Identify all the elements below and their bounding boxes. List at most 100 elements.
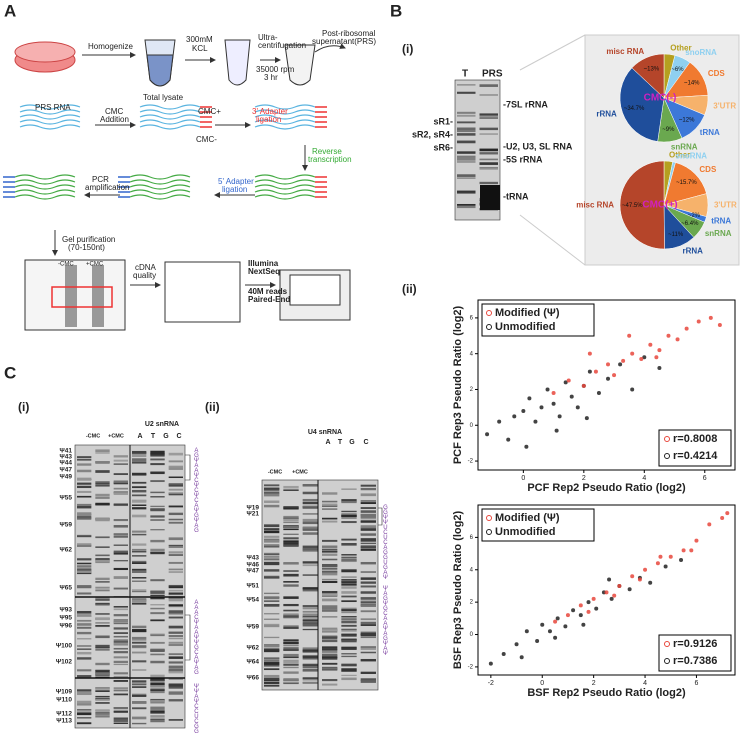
gel-band (264, 604, 280, 607)
gel-band (479, 133, 498, 135)
gel-band (302, 518, 318, 522)
gel-band (77, 638, 92, 640)
gel-band (168, 584, 183, 587)
gel-band (360, 601, 376, 603)
gel-band (95, 672, 110, 675)
value-label: ~15.7% (676, 180, 697, 186)
lane-label: C (176, 433, 181, 440)
value-label: ~6% (671, 67, 684, 73)
y-tick-label: 4 (470, 351, 474, 357)
gel-band (77, 619, 92, 622)
value-label: ~34.7% (624, 106, 645, 112)
gel-band (150, 472, 165, 475)
label: NextSeq (248, 267, 280, 276)
gel-band (302, 502, 318, 505)
gel-band (150, 454, 165, 457)
gel-band (302, 616, 318, 619)
gel-band (132, 514, 147, 518)
gel-band (341, 620, 357, 624)
label: Paired-End (248, 295, 290, 304)
gel-band (360, 600, 376, 603)
bracket (185, 614, 191, 661)
sequence: AAACΨAAΨΨGCAΨAG (193, 600, 199, 675)
gel-background (261, 479, 379, 691)
gel-band (150, 699, 165, 703)
gel-band (457, 129, 476, 133)
lane-label: -CMC (86, 433, 100, 439)
value-label: ~47.5% (622, 203, 643, 209)
gel-band (302, 521, 318, 525)
gel-band (283, 525, 299, 529)
gel-band (113, 587, 128, 590)
gel-band (95, 688, 110, 690)
gel-band (132, 625, 147, 629)
category-label: snRNA (671, 143, 698, 152)
gel-band (283, 521, 299, 524)
point (566, 378, 571, 383)
gel-band (264, 659, 280, 661)
point (527, 396, 532, 401)
gel-band (132, 481, 147, 484)
psi-site: Ψ41 (60, 448, 73, 455)
x-tick-label: -2 (488, 680, 494, 687)
point (658, 554, 663, 559)
legend-marker (486, 529, 492, 535)
gel-band (95, 481, 110, 483)
gel-band (457, 111, 476, 114)
gel-band (302, 623, 318, 627)
gel-band (168, 598, 183, 602)
gel-band (479, 117, 498, 119)
gel-band (150, 691, 165, 694)
point (679, 558, 684, 563)
gel-band (113, 614, 128, 617)
gel-band (302, 550, 318, 552)
rna-strand (139, 104, 201, 110)
gel-band (150, 491, 165, 494)
gel-band (283, 545, 299, 547)
point (571, 608, 576, 613)
gel-band (264, 555, 280, 558)
rna-strand (14, 174, 76, 180)
gel-band (150, 653, 165, 656)
gel-band (360, 647, 376, 650)
gel-band (322, 571, 338, 574)
gel-band (341, 668, 357, 672)
psi-site: Ψ59 (60, 522, 73, 529)
gel-band (113, 567, 128, 571)
gel-band (113, 608, 128, 611)
gel-band (113, 680, 128, 682)
gel-band (360, 631, 376, 633)
point (521, 408, 526, 413)
gel-band (168, 571, 183, 574)
value-label: ~14% (684, 80, 700, 86)
gel-band (264, 491, 280, 495)
rna-strand (139, 114, 201, 120)
point (553, 635, 558, 640)
gel-band (457, 151, 476, 154)
gel-band (168, 610, 183, 613)
gel-band (95, 702, 110, 704)
shape (224, 39, 251, 86)
gel-band (479, 127, 498, 131)
x-tick-label: 4 (643, 680, 647, 687)
gel-band (113, 647, 128, 650)
point (630, 351, 635, 356)
gel-band (341, 655, 357, 658)
gel-band (150, 591, 165, 594)
gel-band (479, 148, 498, 152)
point (643, 567, 648, 572)
gel-band (341, 581, 357, 583)
point (717, 323, 722, 328)
gel-band (113, 576, 128, 579)
gel-band (77, 456, 92, 459)
gel-band (322, 650, 338, 653)
gel-band (322, 590, 338, 594)
marker-label: sR1- (433, 116, 453, 126)
label: 3' Adapter (252, 107, 288, 116)
legend-marker (486, 515, 492, 521)
gel-band (132, 602, 147, 605)
pie-slice (619, 67, 665, 142)
shape (146, 54, 174, 87)
point (725, 511, 730, 516)
gel-band (264, 674, 280, 678)
